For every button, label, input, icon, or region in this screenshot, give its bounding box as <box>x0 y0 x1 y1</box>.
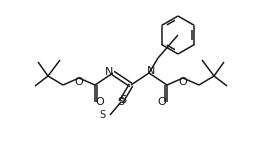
Text: O: O <box>96 97 104 107</box>
Text: O: O <box>75 77 83 87</box>
Text: N: N <box>105 67 113 77</box>
Text: O: O <box>158 97 166 107</box>
Text: N: N <box>147 66 155 76</box>
Text: S: S <box>119 95 127 105</box>
Text: O: O <box>179 77 187 87</box>
Text: S: S <box>99 110 105 120</box>
Text: S: S <box>117 97 124 107</box>
